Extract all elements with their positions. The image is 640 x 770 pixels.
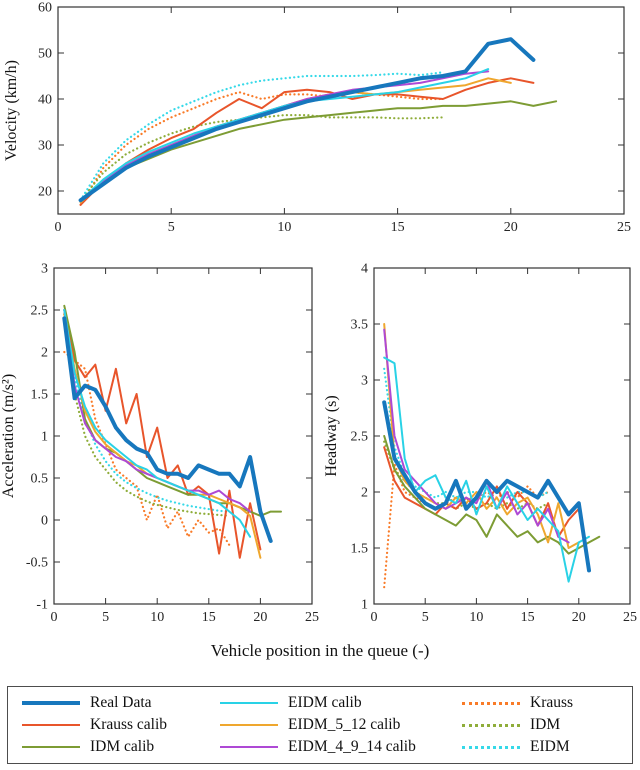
legend-item-krauss_calib: Krauss calib (22, 716, 220, 734)
eidm_5_12-legend-line (220, 724, 278, 726)
krauss_calib-series-line (63, 309, 262, 559)
axes-frame (373, 267, 631, 605)
y-tick-label: 1.5 (351, 542, 369, 557)
idm-series-line (79, 113, 444, 202)
real_data-series-line (78, 37, 536, 203)
axes-frame (57, 6, 625, 215)
x-tick-label: 5 (168, 220, 175, 235)
legend-label: Real Data (90, 694, 152, 711)
velocity-chart: 0 5 10 15 20 25 20 30 40 50 60 Velocity (km/h) (0, 0, 640, 242)
y-tick-label: 2 (41, 346, 48, 361)
x-tick-label: 15 (202, 610, 216, 625)
krauss-series-line (63, 350, 231, 547)
krauss_calib-series-line (79, 77, 535, 206)
y-tick-label: 60 (38, 1, 52, 16)
y-tick-label: 3 (361, 374, 368, 389)
y-tick-label: 4 (361, 262, 368, 277)
x-tick-label: 25 (617, 220, 631, 235)
x-tick-label: 5 (102, 610, 109, 625)
legend-item-real_data: Real Data (22, 694, 220, 712)
y-axis-label: Acceleration (m/s²) (0, 374, 17, 498)
x-tick-label: 25 (623, 610, 637, 625)
acceleration-chart: 0 5 10 15 20 25 -1 -0.5 0 0.5 1 1.5 2 2.5 3 Acceleratio… (0, 258, 320, 630)
krauss-legend-line (462, 701, 520, 705)
idm_calib-series-line (79, 100, 558, 202)
idm_calib-legend-line (22, 746, 80, 748)
eidm_calib-legend-line (220, 702, 278, 704)
x-tick-label: 20 (253, 610, 267, 625)
headway-chart: 0 5 10 15 20 25 1 1.5 2 2.5 3 3.5 4 Headway (s) (322, 258, 640, 630)
legend-label: Krauss calib (90, 716, 168, 733)
eidm_calib-series-line (79, 68, 490, 202)
x-tick-label: 20 (572, 610, 586, 625)
legend-item-idm: IDM (462, 716, 624, 734)
x-tick-label: 15 (521, 610, 535, 625)
x-tick-label: 0 (51, 610, 58, 625)
y-tick-label: 0 (41, 514, 48, 529)
krauss_calib-legend-line (22, 724, 80, 726)
y-tick-label: 2.5 (31, 304, 49, 319)
eidm_4_9_14-series-line (383, 328, 570, 544)
velocity-chart-svg: 0 5 10 15 20 25 20 30 40 50 60 Velocity (km/h) (3, 1, 631, 236)
y-tick-label: 2 (361, 486, 368, 501)
eidm-series-line (79, 71, 444, 202)
legend-label: EIDM (530, 738, 570, 755)
legend-item-eidm_4_9_14: EIDM_4_9_14 calib (220, 738, 462, 756)
legend-label: IDM calib (90, 738, 155, 755)
eidm_4_9_14-series-line (79, 70, 490, 202)
x-axis-label: Vehicle position in the queue (-) (210, 641, 430, 660)
y-axis-label: Headway (s) (323, 395, 340, 476)
krauss_calib-series-line (383, 446, 580, 538)
y-tick-label: 1.5 (31, 388, 49, 403)
y-axis-label: Velocity (km/h) (3, 60, 20, 161)
x-tick-label: 0 (371, 610, 378, 625)
eidm-series-line (63, 308, 231, 513)
x-tick-label: 0 (55, 220, 62, 235)
legend-item-eidm_calib: EIDM calib (220, 694, 462, 712)
real_data-series-line (62, 316, 273, 543)
krauss-series-line (79, 90, 444, 206)
y-tick-label: 2.5 (351, 430, 369, 445)
y-tick-label: 1 (361, 598, 368, 613)
y-tick-label: -1 (36, 598, 48, 613)
legend-label: Krauss (530, 694, 574, 711)
real_data-series-line (382, 400, 591, 573)
legend-item-krauss: Krauss (462, 694, 624, 712)
legend-label: IDM (530, 716, 561, 733)
x-tick-label: 20 (504, 220, 518, 235)
x-tick-label: 10 (277, 220, 291, 235)
eidm_4_9_14-legend-line (220, 746, 278, 748)
legend-label: EIDM_5_12 calib (288, 716, 401, 733)
idm-legend-line (462, 723, 520, 727)
legend-item-eidm_5_12: EIDM_5_12 calib (220, 716, 462, 734)
x-tick-label: 10 (469, 610, 483, 625)
eidm_calib-series-line (383, 356, 590, 583)
y-tick-label: 3.5 (351, 318, 369, 333)
real_data-legend-line (22, 701, 80, 705)
x-tick-label: 25 (305, 610, 319, 625)
x-tick-label: 15 (391, 220, 405, 235)
legend-label: EIDM calib (288, 694, 362, 711)
legend-item-eidm: EIDM (462, 738, 624, 756)
y-tick-label: 3 (41, 262, 48, 277)
x-tick-label: 10 (150, 610, 164, 625)
y-tick-label: 40 (38, 93, 52, 108)
y-tick-label: -0.5 (26, 556, 48, 571)
headway-chart-svg: 0 5 10 15 20 25 1 1.5 2 2.5 3 3.5 4 Headway (s) (323, 262, 637, 626)
y-tick-label: 20 (38, 185, 52, 200)
legend-box: Real Data Krauss calib IDM calib EIDM calib… (7, 686, 633, 764)
y-tick-label: 1 (41, 430, 48, 445)
y-tick-label: 0.5 (31, 472, 49, 487)
eidm-legend-line (462, 745, 520, 749)
acceleration-chart-svg: 0 5 10 15 20 25 -1 -0.5 0 0.5 1 1.5 2 2.5 3 Acceleratio… (0, 262, 319, 626)
x-tick-label: 5 (422, 610, 429, 625)
legend-item-idm_calib: IDM calib (22, 738, 220, 756)
legend-label: EIDM_4_9_14 calib (288, 738, 416, 755)
idm_calib-series-line (383, 435, 601, 555)
y-tick-label: 30 (38, 139, 52, 154)
y-tick-label: 50 (38, 47, 52, 62)
eidm_calib-series-line (63, 309, 252, 538)
